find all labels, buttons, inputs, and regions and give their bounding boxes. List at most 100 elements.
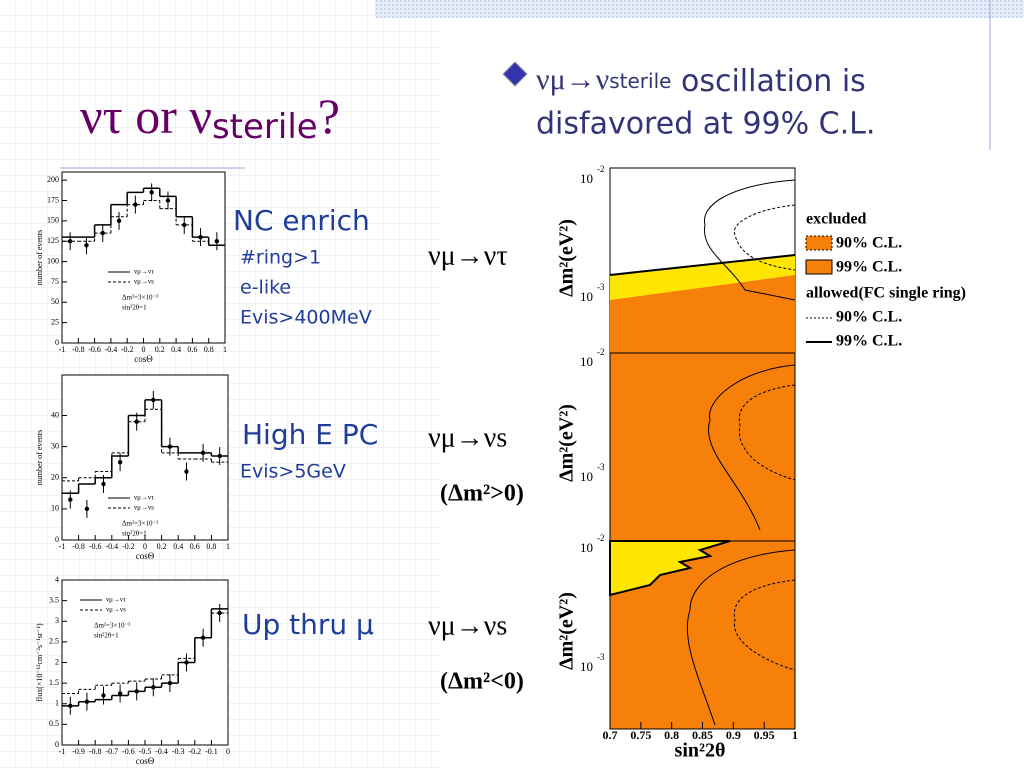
data-point <box>182 222 187 228</box>
x-tick-label: 0 <box>226 747 230 756</box>
x-tick-label: 0.4 <box>173 542 183 551</box>
y-tick-label: 3 <box>55 616 59 625</box>
x-tick-label: 0.7 <box>603 728 618 742</box>
legend-text: νμ→νs <box>134 278 154 286</box>
x-tick-label: -0.8 <box>89 747 102 756</box>
y-tick-exp: -3 <box>597 652 605 662</box>
y-tick-label: 175 <box>47 195 59 204</box>
row-label: High E PC <box>242 418 378 451</box>
x-tick-label: -1 <box>59 542 66 551</box>
x-tick-label: 0.4 <box>171 345 181 354</box>
contour <box>609 254 796 276</box>
panel <box>609 352 796 542</box>
title-part: ? <box>318 88 340 144</box>
data-point <box>68 497 73 502</box>
x-tick-label: 0.6 <box>187 345 197 354</box>
y-tick-label: 2 <box>55 657 59 666</box>
cut-text: Evis>400MeV <box>240 307 372 329</box>
x-tick-label: -0.2 <box>188 747 201 756</box>
y-tick-label: 1 <box>55 699 59 708</box>
y-tick-label: 0 <box>55 535 59 544</box>
x-tick-label: 0.75 <box>630 728 651 742</box>
y-axis-label: Δm²(eV²) <box>556 219 578 297</box>
x-tick-label: -0.6 <box>88 345 101 354</box>
annotation: Δm²=3×10⁻³ <box>122 294 158 302</box>
y-tick-label: 200 <box>47 175 59 184</box>
title-part: ντ or ν <box>80 88 212 144</box>
y-axis-label: Δm²(eV²) <box>556 404 578 482</box>
bullet-line: νμ→νsterile oscillation is <box>536 63 866 99</box>
legend-text: 99% C.L. <box>836 333 902 350</box>
legend-text: νμ→νs <box>106 606 126 614</box>
y-axis-label: flux(×10⁻¹³cm⁻²s⁻¹sr⁻¹) <box>35 623 44 702</box>
x-tick-label: -0.7 <box>105 747 118 756</box>
data-point <box>184 469 189 474</box>
x-tick-label: -0.1 <box>205 747 218 756</box>
cut-text: Evis>5GeV <box>240 461 346 483</box>
y-tick-label: 2.5 <box>49 637 59 646</box>
y-tick-exp: -2 <box>597 533 605 543</box>
x-tick-label: 0.8 <box>664 728 679 742</box>
y-tick-exp: -3 <box>597 462 605 472</box>
cut-text: #ring>1 <box>240 247 321 269</box>
x-tick-label: 0.85 <box>692 728 713 742</box>
exclusion-legend: excluded 90% C.L. 99% C.L. allowed(FC si… <box>805 211 966 350</box>
x-tick-label: -0.2 <box>121 345 134 354</box>
exclusion-plot <box>609 167 796 730</box>
row-label: NC enrich <box>233 204 370 237</box>
data-point <box>165 198 171 203</box>
allowed-region <box>609 540 731 597</box>
y-tick-exp: -3 <box>597 282 605 292</box>
bullet-part: sterile <box>609 69 671 93</box>
y-tick-label: 150 <box>47 216 59 225</box>
y-tick-base: 10 <box>580 354 593 369</box>
data-point <box>217 453 222 459</box>
channel-text: νμ→ντ <box>428 240 508 271</box>
data-point <box>214 239 220 244</box>
legend-text: 90% C.L. <box>836 235 902 252</box>
x-tick-label: -0.3 <box>172 747 185 756</box>
bullet-line: disfavored at 99% C.L. <box>536 107 875 142</box>
bullet-part: oscillation is <box>671 64 865 99</box>
x-axis-label: cosΘ <box>136 551 155 561</box>
channel-text: (Δm²<0) <box>440 669 524 695</box>
x-axis-label: cosΘ <box>134 354 153 364</box>
y-tick-label: 20 <box>51 473 59 482</box>
y-axis-label: Δm²(eV²) <box>556 592 578 670</box>
data-point <box>134 419 139 424</box>
x-tick-label: 0.95 <box>754 728 775 742</box>
y-tick-label: 0.5 <box>49 719 59 728</box>
y-tick-base: 10 <box>580 540 593 555</box>
x-tick-label: -0.2 <box>122 542 135 551</box>
y-tick-label: 30 <box>51 441 59 450</box>
y-tick-label: 100 <box>47 256 59 265</box>
x-tick-label: 1 <box>792 728 798 742</box>
title: ντ or νsterile? <box>80 88 340 146</box>
y-tick-base: 10 <box>580 469 593 484</box>
x-tick-label: 0.9 <box>726 728 741 742</box>
legend-text: νμ→νs <box>134 504 154 512</box>
channel-text: (Δm²>0) <box>440 481 524 507</box>
x-tick-label: -0.6 <box>122 747 135 756</box>
y-tick-label: 4 <box>55 575 59 584</box>
data-point <box>200 450 206 456</box>
x-tick-label: 0 <box>143 542 147 551</box>
x-tick-label: -0.4 <box>155 747 168 756</box>
y-tick-exp: -2 <box>597 164 605 174</box>
y-tick-base: 10 <box>580 289 593 304</box>
x-tick-label: -0.8 <box>72 542 85 551</box>
annotation: Δm²=3×10⁻³ <box>122 520 158 528</box>
y-tick-label: 25 <box>51 317 59 326</box>
data-point <box>149 190 154 195</box>
y-tick-base: 10 <box>580 659 593 674</box>
x-tick-label: 1 <box>223 345 227 354</box>
allowed-region <box>610 255 795 300</box>
legend-text: 90% C.L. <box>836 309 902 326</box>
data-point <box>101 481 106 487</box>
y-tick-label: 40 <box>51 410 59 419</box>
data-point <box>200 635 206 640</box>
y-tick-label: 75 <box>51 277 59 286</box>
data-point <box>117 691 123 696</box>
x-tick-label: 0.2 <box>155 345 165 354</box>
plot-frame <box>61 579 229 746</box>
